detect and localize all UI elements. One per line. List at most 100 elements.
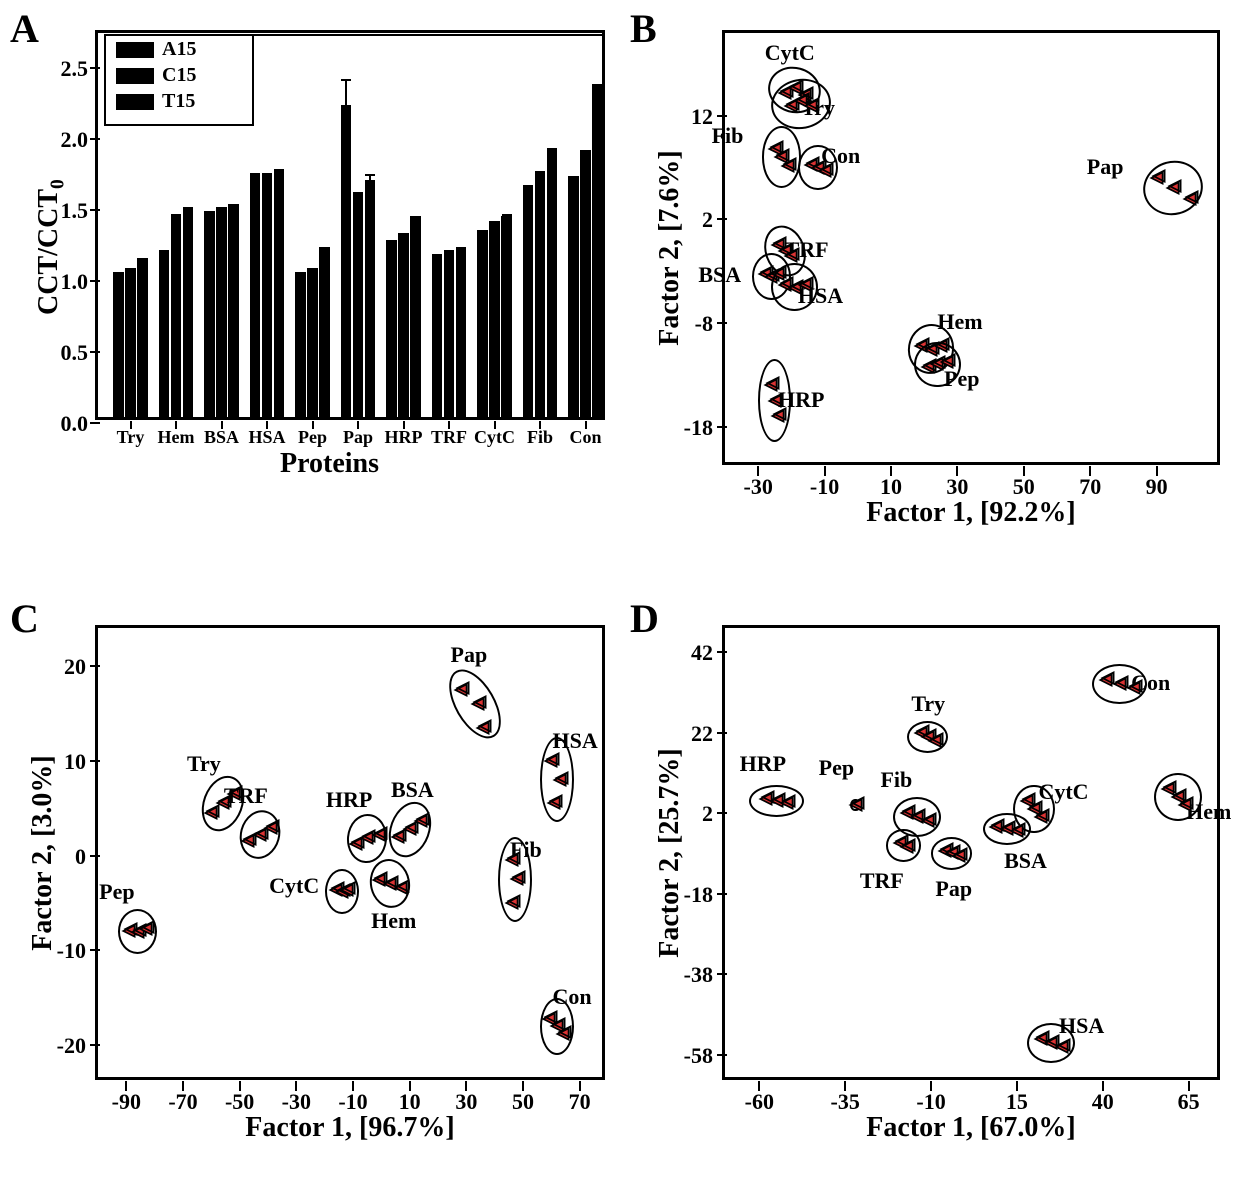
cluster-label: Pap [451, 642, 488, 668]
bar [353, 193, 364, 417]
y-tick-label: 20 [36, 654, 86, 680]
bar [523, 186, 534, 417]
y-axis-label: Factor 2, [7.6%] [654, 118, 686, 378]
x-category-label: Hem [154, 427, 198, 448]
legend-label: C15 [162, 64, 196, 87]
scatter-point [799, 275, 815, 291]
scatter-point [1184, 189, 1200, 205]
scatter-point [1056, 1037, 1072, 1053]
panel-letter: D [630, 595, 659, 642]
scatter-point [395, 878, 411, 894]
scatter-point [805, 96, 821, 112]
scatter-point [785, 246, 801, 262]
cluster-label: Try [911, 691, 945, 717]
figure-root: A0.00.51.01.52.02.5TryHemBSAHSAPepPapHRP… [0, 0, 1240, 1189]
cluster-label: HRP [326, 787, 372, 813]
scatter-point [265, 818, 281, 834]
cluster-label: CytC [1038, 779, 1088, 805]
x-category-label: Con [564, 427, 608, 448]
scatter-point [1151, 168, 1167, 184]
bar [216, 207, 227, 417]
y-tick-label: -20 [36, 1033, 86, 1059]
x-category-label: Try [109, 427, 153, 448]
scatter-point [415, 811, 431, 827]
x-category-label: HRP [382, 427, 426, 448]
x-axis-label: Proteins [280, 448, 379, 480]
scatter-point [140, 919, 156, 935]
panel-letter: A [10, 5, 39, 52]
bar [125, 268, 136, 417]
x-tick-label: -60 [737, 1089, 781, 1115]
scatter-point [922, 811, 938, 827]
cluster-label: Hem [937, 309, 982, 335]
bar [341, 105, 352, 417]
cluster-label: TRF [224, 783, 268, 809]
scatter-point [1128, 678, 1144, 694]
scatter-point [1011, 821, 1027, 837]
cluster-label: CytC [269, 873, 319, 899]
cluster-label: Pep [99, 879, 134, 905]
cluster-label: Fib [880, 767, 912, 793]
x-tick-label: -70 [161, 1089, 205, 1115]
y-axis-label: Factor 2, [3.0%] [27, 723, 59, 983]
cluster-label: TRF [860, 868, 904, 894]
legend-swatch [116, 68, 154, 84]
scatter-point [819, 161, 835, 177]
cluster-label: HSA [1059, 1013, 1104, 1039]
cluster-label: BSA [1004, 848, 1047, 874]
cluster-label: HRP [740, 751, 786, 777]
bar [456, 247, 467, 417]
bar [398, 233, 409, 417]
scatter-point [929, 731, 945, 747]
bar [295, 272, 306, 417]
bar [137, 258, 148, 417]
bar [262, 173, 273, 417]
bar [204, 211, 215, 417]
y-tick-label: 0.5 [43, 340, 88, 366]
x-tick-label: 50 [501, 1089, 545, 1115]
scatter-point [506, 893, 522, 909]
bar [319, 247, 330, 417]
bar [547, 150, 558, 417]
scatter-point [1035, 807, 1051, 823]
panel-letter: B [630, 5, 657, 52]
scatter-point [506, 850, 522, 866]
x-axis-label: Factor 1, [96.7%] [210, 1112, 490, 1144]
bar [489, 221, 500, 417]
x-tick-label: 65 [1167, 1089, 1211, 1115]
scatter-point [941, 352, 957, 368]
x-tick-label: 90 [1135, 474, 1179, 500]
legend-rule [254, 34, 605, 36]
cluster-label: Hem [371, 908, 416, 934]
bar [159, 250, 170, 417]
scatter-point [772, 406, 788, 422]
x-category-label: Pap [336, 427, 380, 448]
legend-swatch [116, 94, 154, 110]
scatter-point [782, 156, 798, 172]
plot-box: -60-35-10154065-58-38-1822242Con Try HRP… [722, 625, 1220, 1080]
x-category-label: Pep [291, 427, 335, 448]
scatter-point [455, 680, 471, 696]
bar [307, 268, 318, 417]
y-tick-label: 2.0 [43, 127, 88, 153]
scatter-point [545, 751, 561, 767]
bar [432, 254, 443, 417]
legend-swatch [116, 42, 154, 58]
bar [274, 169, 285, 417]
scatter-point [765, 375, 781, 391]
x-tick-label: -90 [104, 1089, 148, 1115]
legend-label: A15 [162, 38, 196, 61]
cluster-label: Pep [819, 755, 854, 781]
cluster-label: BSA [391, 777, 434, 803]
y-axis-label: CCT/CCT0 [33, 179, 70, 315]
y-tick-label: 2.5 [43, 56, 88, 82]
x-category-label: BSA [200, 427, 244, 448]
scatter-point [769, 391, 785, 407]
bar [250, 173, 261, 417]
y-tick-label: -18 [663, 415, 713, 441]
scatter-point [548, 793, 564, 809]
cluster-label: Pap [935, 876, 972, 902]
y-tick-label: 42 [663, 640, 713, 666]
cluster-label: Con [553, 984, 592, 1010]
x-axis-label: Factor 1, [67.0%] [831, 1112, 1111, 1144]
